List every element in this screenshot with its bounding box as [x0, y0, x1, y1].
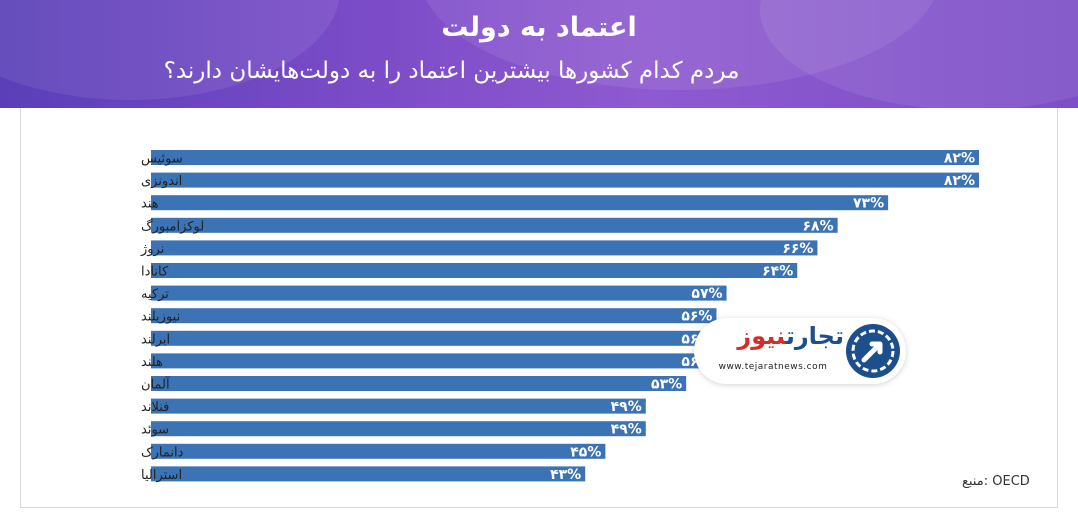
bar-6	[151, 285, 727, 301]
logo-text: تجارتنیوز	[702, 322, 844, 350]
bar-3	[151, 217, 838, 233]
bar-8	[151, 330, 717, 346]
chart-frame	[20, 108, 1058, 508]
source-note: منبع: OECD	[962, 474, 1030, 489]
bar-value-label: ۵۶%	[681, 309, 712, 325]
category-label: هند	[141, 197, 159, 212]
bar-11	[151, 398, 646, 414]
bar-value-label: ۴۹%	[611, 422, 642, 438]
bar-0	[151, 150, 979, 165]
bar-value-label: ۶۶%	[782, 241, 813, 257]
logo-name-part1: تجارت	[785, 322, 844, 350]
bar-1	[151, 172, 979, 188]
bar-value-label: ۷۳%	[853, 196, 884, 212]
bar-7	[151, 308, 717, 324]
bar-9	[151, 353, 717, 369]
bar-value-label: ۴۹%	[611, 399, 642, 415]
bar-2	[151, 195, 889, 211]
category-label: کانادا	[141, 265, 169, 280]
bar-4	[151, 240, 818, 256]
bar-10	[151, 376, 687, 391]
logo-name-part2: نیوز	[737, 322, 786, 350]
category-label: استرالیا	[141, 468, 182, 483]
bar-12	[151, 421, 646, 437]
chart-title: اعتماد به دولت	[441, 12, 637, 43]
category-label: هلند	[141, 355, 163, 370]
logo-url: www.tejaratnews.com	[718, 362, 828, 372]
bar-value-label: ۴۵%	[570, 444, 601, 460]
category-label: اندونزی	[141, 174, 182, 189]
bar-5	[151, 263, 798, 278]
category-label: آلمان	[141, 376, 171, 393]
bar-13	[151, 443, 606, 459]
category-label: ترکیه	[141, 287, 169, 302]
bar-value-label: ۸۲%	[944, 151, 975, 167]
bar-14	[151, 466, 586, 482]
bar-value-label: ۶۴%	[762, 264, 793, 280]
bar-value-label: ۸۲%	[944, 173, 975, 189]
category-label: نیوزیلند	[141, 310, 180, 325]
logo-arrow-icon	[846, 324, 900, 378]
bar-value-label: ۵۷%	[691, 286, 722, 302]
category-label: لوکزامبورگ	[141, 217, 204, 234]
bar-value-label: ۴۳%	[550, 467, 581, 483]
chart-header: اعتماد به دولت مردم کدام کشورها بیشترین …	[0, 0, 1078, 108]
category-label: نروژ	[140, 242, 164, 257]
category-label: ایرلند	[141, 332, 170, 347]
category-label: فنلاند	[141, 400, 169, 415]
chart-subtitle: مردم کدام کشورها بیشترین اعتماد را به دو…	[163, 58, 740, 84]
category-label: سوئد	[141, 423, 169, 438]
brand-logo: تجارتنیوز www.tejaratnews.com	[694, 318, 906, 384]
category-label: دانمارک	[141, 445, 184, 460]
category-label: سوئیس	[141, 152, 183, 167]
bar-value-label: ۶۸%	[803, 218, 834, 234]
bar-value-label: ۵۳%	[651, 377, 682, 393]
